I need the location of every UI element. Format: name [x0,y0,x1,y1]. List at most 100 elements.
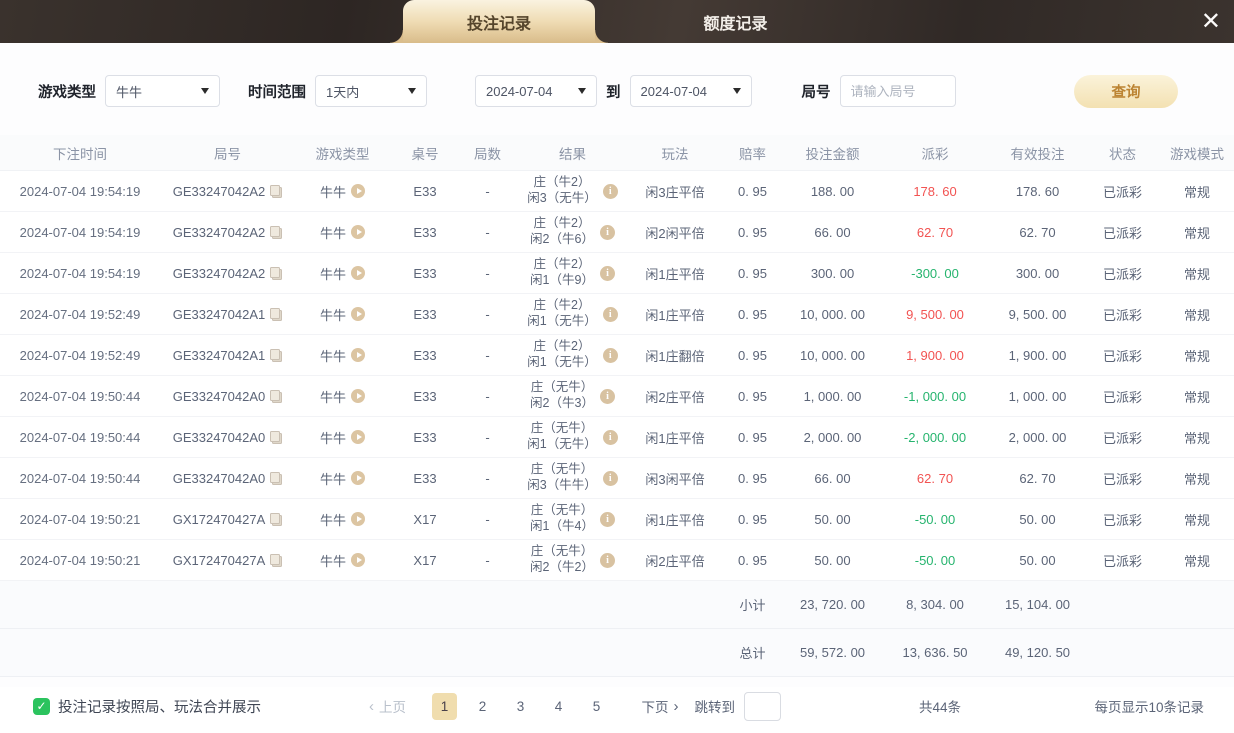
payout-cell: 9, 500. 00 [906,306,964,322]
page-number-list: 1 2 3 4 5 [406,692,616,720]
tab-quota-records-label: 额度记录 [703,15,768,33]
merge-display-toggle[interactable]: 投注记录按照局、玩法合并展示 [33,696,261,717]
play-video-icon[interactable] [351,348,365,362]
table-body: 2024-07-04 19:54:19 GE33247042A2 牛牛 E33 … [0,171,1234,581]
jump-to-page-input[interactable] [744,691,781,721]
copy-icon[interactable] [270,266,283,280]
play-type-cell: 闲2庄平倍 [645,553,705,569]
play-video-icon[interactable] [351,266,365,280]
payout-cell: 1, 900. 00 [906,347,964,363]
table-row: 2024-07-04 19:52:49 GE33247042A1 牛牛 E33 … [0,335,1234,376]
play-video-icon[interactable] [351,389,365,403]
round-id-text: GE33247042A1 [172,347,266,363]
odds-cell: 0. 95 [738,511,767,527]
page-number-button[interactable]: 4 [554,698,563,714]
table-row: 2024-07-04 19:54:19 GE33247042A2 牛牛 E33 … [0,253,1234,294]
status-cell: 已派彩 [1102,471,1142,487]
odds-cell: 0. 95 [738,306,767,322]
result-cell: 庄（牛2） 闲3（无牛） [515,175,630,206]
play-video-icon[interactable] [351,184,365,198]
result-player-line: 闲3（无牛） [527,191,597,205]
subtotal-row: 小计 23, 720. 00 8, 304. 00 15, 104. 00 [0,581,1234,629]
prev-page-button[interactable]: ‹ 上页 [369,696,406,716]
chevron-down-icon [201,88,209,94]
info-icon[interactable] [599,511,615,527]
result-player-line: 闲2（牛6） [530,232,594,246]
date-to-select[interactable]: 2024-07-04 [629,75,752,107]
table-column-header: 状态 [1109,146,1136,162]
copy-icon[interactable] [270,512,283,526]
page-number-button[interactable]: 5 [592,698,601,714]
page-number-button[interactable]: 1 [432,692,457,720]
result-banker-line: 庄（无牛） [530,544,594,559]
info-icon[interactable] [602,429,618,445]
info-icon[interactable] [599,552,615,568]
table-row: 2024-07-04 19:50:21 GX172470427A 牛牛 X17 … [0,499,1234,540]
checkbox-checked-icon[interactable] [33,697,50,715]
result-cell: 庄（牛2） 闲1（牛9） [515,257,630,288]
copy-icon[interactable] [270,430,283,444]
result-text: 庄（牛2） 闲1（牛9） [530,257,594,288]
bet-amount-cell: 10, 000. 00 [799,347,866,363]
rounds-cell: - [485,388,490,404]
game-type-cell: 牛牛 [295,510,390,529]
info-icon[interactable] [602,183,618,199]
play-video-icon[interactable] [351,225,365,239]
copy-icon[interactable] [270,225,283,239]
game-type-cell: 牛牛 [295,223,390,242]
game-type-text: 牛牛 [319,471,346,487]
game-type-cell: 牛牛 [295,346,390,365]
date-from-select[interactable]: 2024-07-04 [475,75,597,107]
tab-bet-records-label: 投注记录 [466,15,531,33]
play-video-icon[interactable] [351,553,365,567]
result-cell: 庄（牛2） 闲1（无牛） [515,298,630,329]
page-number-button[interactable]: 2 [478,698,487,714]
round-id-text: GE33247042A1 [172,306,266,322]
query-button[interactable]: 查询 [1074,74,1178,108]
footer-bar: 投注记录按照局、玩法合并展示 ‹ 上页 1 2 3 4 5 [0,687,1234,733]
date-to-label: 到 [606,84,621,101]
play-video-icon[interactable] [351,307,365,321]
result-cell: 庄（无牛） 闲1（牛4） [515,503,630,534]
table-row: 2024-07-04 19:50:44 GE33247042A0 牛牛 E33 … [0,417,1234,458]
info-icon[interactable] [602,347,618,363]
copy-icon[interactable] [270,553,283,567]
valid-bet-cell: 178. 60 [1015,183,1060,199]
tab-bet-records[interactable]: 投注记录 [390,0,608,43]
copy-icon[interactable] [270,184,283,198]
play-video-icon[interactable] [351,471,365,485]
info-icon[interactable] [599,265,615,281]
play-type-cell: 闲2闲平倍 [645,225,705,241]
odds-cell: 0. 95 [738,347,767,363]
payout-cell: -2, 000. 00 [903,429,967,445]
result-cell: 庄（无牛） 闲2（牛3） [515,380,630,411]
info-icon[interactable] [599,388,615,404]
copy-icon[interactable] [270,389,283,403]
info-icon[interactable] [599,224,615,240]
copy-icon[interactable] [270,348,283,362]
copy-icon[interactable] [270,471,283,485]
time-range-select[interactable]: 1天内 [315,75,427,107]
payout-cell: -1, 000. 00 [903,388,967,404]
page-number-button[interactable]: 3 [516,698,525,714]
play-video-icon[interactable] [351,512,365,526]
result-cell: 庄（无牛） 闲3（牛牛） [515,462,630,493]
next-page-button[interactable]: 下页 › [642,696,679,716]
copy-icon[interactable] [270,307,283,321]
play-video-icon[interactable] [351,430,365,444]
result-banker-line: 庄（无牛） [530,462,594,477]
info-icon[interactable] [602,470,618,486]
close-icon[interactable]: ✕ [1200,7,1221,35]
info-icon[interactable] [602,306,618,322]
round-filter-group: 局号 [802,75,956,107]
table-no-cell: X17 [413,511,437,527]
rounds-cell: - [485,183,490,199]
tab-quota-records[interactable]: 额度记录 [648,0,823,43]
round-id-input[interactable] [839,75,956,107]
game-type-select[interactable]: 牛牛 [105,75,220,107]
result-banker-line: 庄（牛2） [533,257,591,272]
rounds-cell: - [485,429,490,445]
bet-time-cell: 2024-07-04 19:54:19 [19,224,141,240]
result-player-line: 闲1（牛4） [530,519,594,533]
play-type-cell: 闲2庄平倍 [645,389,705,405]
